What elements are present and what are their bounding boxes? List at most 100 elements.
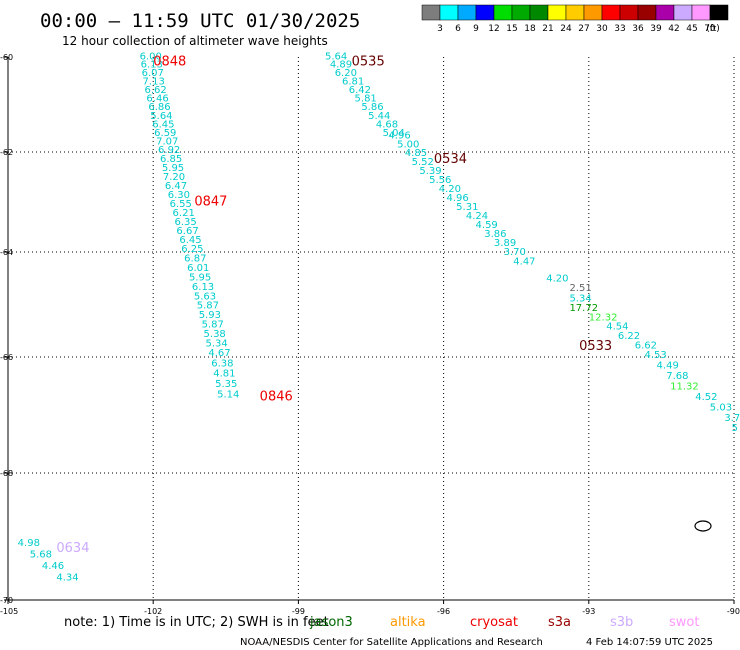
footer-credit: NOAA/NESDIS Center for Satellite Applica… [240, 637, 543, 648]
wave-height-value: 5.00 [397, 139, 419, 150]
colorbar-tick-label: 30 [596, 24, 608, 34]
wave-height-value: 6.13 [192, 282, 214, 293]
colorbar-swatch [529, 4, 549, 21]
satellite-legend-label: altika [390, 615, 426, 630]
wave-height-value: 6.00 [140, 51, 162, 62]
wave-height-value: 6.35 [174, 217, 196, 228]
wave-height-value: 5.95 [189, 272, 211, 283]
wave-height-value: 4.53 [644, 350, 666, 361]
wave-height-value: 4.20 [439, 184, 461, 195]
colorbar-tick-label: 15 [506, 24, 517, 34]
wave-height-value: 17.72 [569, 303, 598, 314]
wave-height-value: 4.96 [388, 131, 410, 142]
wave-height-value: 4.54 [606, 322, 628, 333]
wave-height-value: 3.70 [504, 247, 526, 258]
footer-timestamp: 4 Feb 14:07:59 UTC 2025 [586, 637, 713, 648]
chart-title: 00:00 – 11:59 UTC 01/30/2025 [40, 10, 360, 32]
wave-height-value: 5.52 [412, 157, 434, 168]
wave-height-value: 6.47 [165, 181, 187, 192]
colorbar-tick-label: 27 [578, 24, 589, 34]
colorbar-swatch [709, 4, 729, 21]
wave-height-value: 6.22 [618, 331, 640, 342]
wave-height-value: 4.24 [466, 211, 488, 222]
wave-height-value: 12.32 [589, 312, 618, 323]
wave-height-value: 6.01 [187, 263, 209, 274]
colorbar-swatch [457, 4, 477, 21]
wave-height-value: 4.67 [208, 348, 230, 359]
colorbar-swatch [475, 4, 495, 21]
wave-height-value: 6.13 [141, 59, 163, 70]
island-outline [694, 520, 712, 532]
wave-height-value: 6.87 [184, 253, 206, 264]
y-tick-label: -62 [0, 148, 13, 157]
colorbar-tick-label: 70 [704, 24, 716, 34]
x-tick-label: -105 [0, 607, 18, 616]
wave-height-value: 4.46 [42, 561, 64, 572]
wave-height-value: 6.85 [160, 154, 182, 165]
satellite-legend-label: cryosat [470, 615, 518, 630]
y-tick-label: -60 [0, 53, 13, 62]
footer-note: note: 1) Time is in UTC; 2) SWH is in fe… [64, 615, 329, 630]
colorbar-tick-label: 33 [614, 24, 625, 34]
satellite-legend-label: swot [669, 615, 699, 630]
wave-height-value: 5.04 [383, 128, 405, 139]
wave-height-value: 5.68 [30, 549, 52, 560]
satellite-legend-label: s3b [610, 615, 633, 630]
wave-height-value: 4.52 [695, 392, 717, 403]
colorbar-swatch [655, 4, 675, 21]
colorbar-tick-label: 42 [668, 24, 679, 34]
wave-height-value: 4.34 [56, 572, 78, 583]
wave-height-value: 6.86 [148, 102, 170, 113]
wave-height-value: 11.32 [670, 381, 699, 392]
x-tick-label: -90 [727, 607, 740, 616]
x-tick-label: -102 [144, 607, 162, 616]
wave-height-value: 6.81 [342, 77, 364, 88]
grid-lines [8, 57, 735, 600]
wave-height-value: 6.45 [179, 235, 201, 246]
wave-height-value: 5.56 [429, 175, 451, 186]
colorbar-tick-label: 3 [437, 24, 443, 34]
wave-height-value: 5.63 [194, 291, 216, 302]
satellite-legend: jason3 altika cryosat s3a s3b swot [309, 615, 699, 630]
wave-height-value: 5.64 [325, 51, 347, 62]
wave-height-value: 5.93 [199, 310, 221, 321]
wave-height-value: 4.47 [513, 257, 535, 268]
colorbar-swatch [421, 4, 441, 21]
wave-height-value: 2.51 [569, 283, 591, 294]
pass-time-label: 0634 [56, 541, 89, 556]
colorbar-swatch [565, 4, 585, 21]
wave-height-value: 3.86 [484, 229, 506, 240]
satellite-legend-label: s3a [548, 615, 571, 630]
colorbar-swatch [493, 4, 513, 21]
wave-height-value: 6.92 [158, 145, 180, 156]
wave-height-value: 4.89 [330, 59, 352, 70]
colorbar-swatch [637, 4, 657, 21]
wave-height-value: 5.64 [150, 111, 172, 122]
colorbar-swatch [547, 4, 567, 21]
colorbar-tick-label: 6 [455, 24, 461, 34]
wave-height-value: 6.55 [170, 199, 192, 210]
wave-height-value: 5.87 [202, 320, 224, 331]
wave-height-value: 6.62 [635, 341, 657, 352]
wave-height-value: 6.62 [144, 85, 166, 96]
wave-height-value: 4.96 [447, 193, 469, 204]
wave-height-value: 4.81 [213, 369, 235, 380]
wave-height-value: 6.07 [142, 68, 164, 79]
wave-height-value: 6.25 [181, 244, 203, 255]
wave-height-value: 4.98 [18, 538, 40, 549]
colorbar-swatch [619, 4, 639, 21]
wave-height-value: 5.34 [569, 293, 591, 304]
wave-height-value: 5.14 [217, 390, 239, 401]
satellite-legend-label: jason3 [309, 615, 353, 630]
pass-time-label: 0846 [260, 390, 293, 405]
wave-height-value: 7.13 [143, 77, 165, 88]
wave-height-value: 7.07 [156, 136, 178, 147]
wave-height-value: 4.20 [546, 273, 568, 284]
x-tick-label: -96 [437, 607, 450, 616]
wave-height-value: 5.87 [197, 301, 219, 312]
wave-height-value: 5.44 [368, 111, 390, 122]
colorbar-swatch [601, 4, 621, 21]
wave-height-value: 4.49 [657, 361, 679, 372]
y-tick-label: -64 [0, 248, 13, 257]
